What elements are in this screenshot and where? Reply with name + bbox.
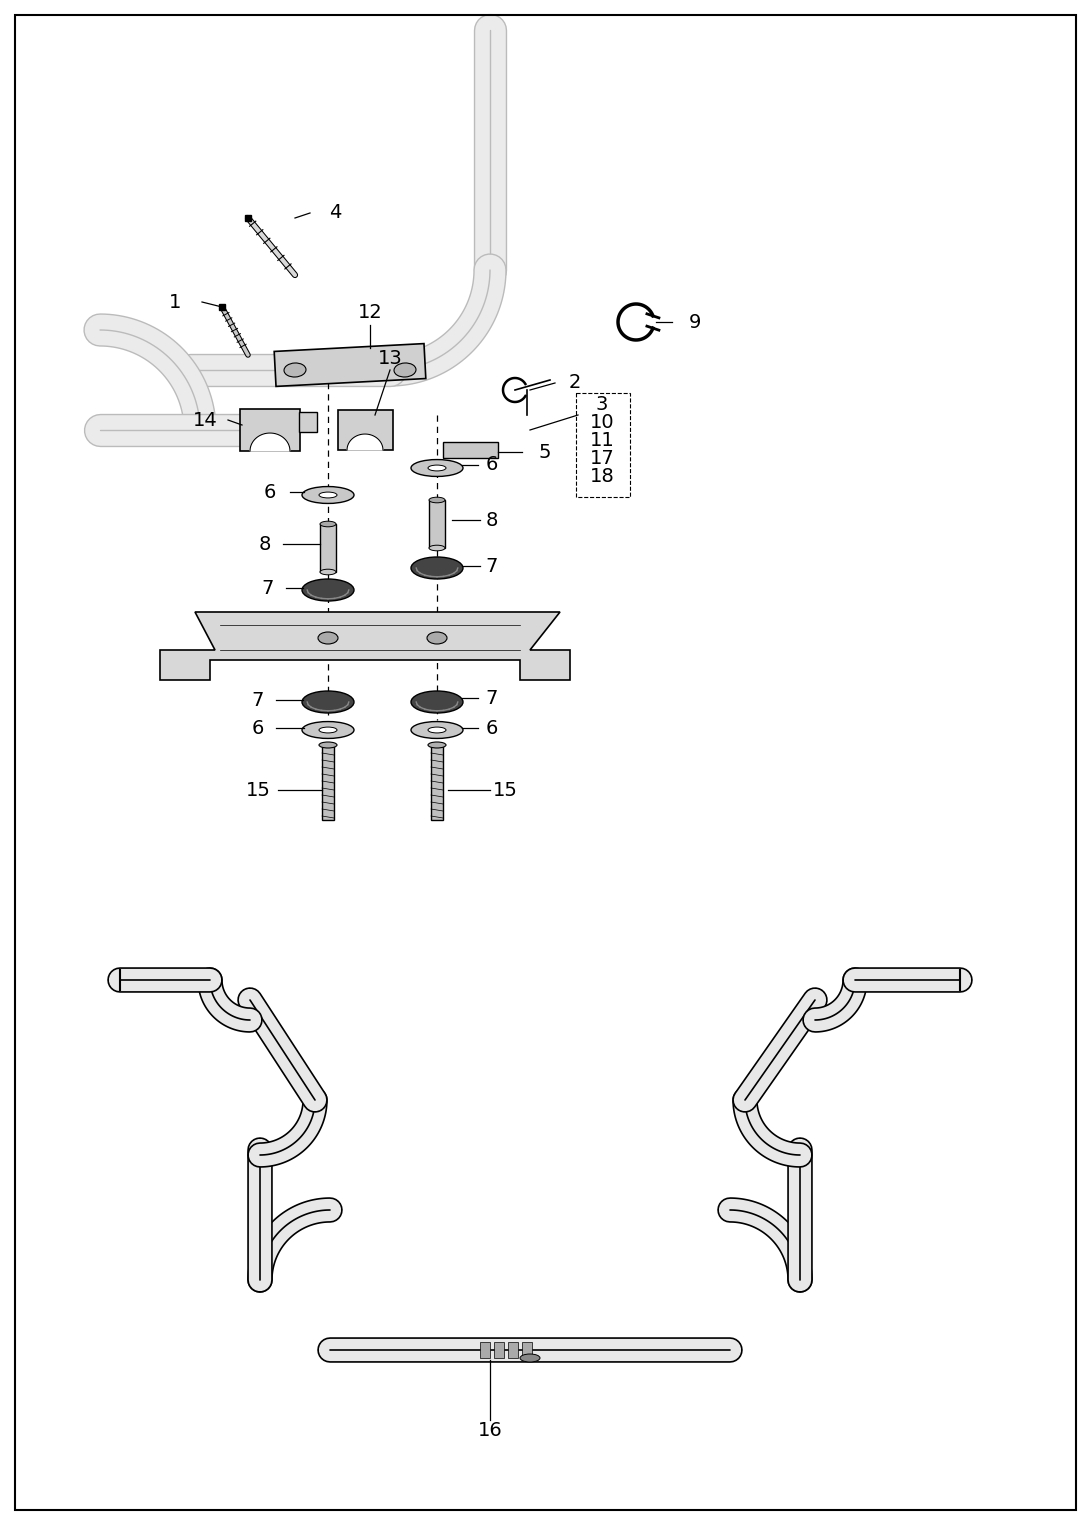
FancyBboxPatch shape	[480, 1342, 490, 1357]
Ellipse shape	[429, 546, 445, 551]
Ellipse shape	[302, 580, 353, 601]
Text: 8: 8	[485, 511, 499, 529]
Text: 2: 2	[568, 374, 582, 392]
Ellipse shape	[428, 727, 446, 734]
Ellipse shape	[319, 493, 337, 499]
Ellipse shape	[302, 486, 353, 503]
Polygon shape	[347, 435, 383, 450]
Ellipse shape	[394, 363, 416, 377]
FancyBboxPatch shape	[508, 1342, 518, 1357]
Text: 10: 10	[590, 413, 614, 433]
Polygon shape	[299, 412, 317, 432]
Ellipse shape	[428, 743, 446, 747]
Polygon shape	[274, 343, 425, 386]
Text: 17: 17	[589, 450, 614, 468]
Text: 7: 7	[485, 688, 499, 708]
Text: 6: 6	[485, 718, 499, 738]
Polygon shape	[337, 410, 393, 450]
Ellipse shape	[411, 557, 463, 580]
FancyBboxPatch shape	[320, 525, 336, 572]
Ellipse shape	[411, 459, 463, 476]
FancyBboxPatch shape	[429, 500, 445, 547]
Polygon shape	[443, 442, 497, 457]
Text: 6: 6	[485, 456, 499, 474]
Text: 18: 18	[589, 468, 614, 486]
Ellipse shape	[302, 721, 353, 738]
Polygon shape	[240, 409, 300, 451]
Polygon shape	[160, 612, 570, 680]
Text: 7: 7	[252, 691, 264, 709]
Text: 7: 7	[262, 578, 274, 598]
Text: 11: 11	[589, 432, 614, 450]
Polygon shape	[250, 433, 290, 451]
Ellipse shape	[302, 691, 353, 714]
Text: 13: 13	[377, 349, 403, 368]
Ellipse shape	[319, 727, 337, 734]
Ellipse shape	[411, 721, 463, 738]
Ellipse shape	[320, 569, 336, 575]
Text: 9: 9	[688, 313, 702, 331]
Text: 16: 16	[478, 1420, 502, 1440]
FancyBboxPatch shape	[494, 1342, 504, 1357]
FancyBboxPatch shape	[431, 746, 443, 820]
Text: 7: 7	[485, 557, 499, 575]
FancyBboxPatch shape	[521, 1342, 532, 1357]
Text: 6: 6	[252, 718, 264, 738]
FancyBboxPatch shape	[322, 746, 334, 820]
Ellipse shape	[317, 631, 338, 644]
Ellipse shape	[428, 465, 446, 471]
Text: 1: 1	[169, 293, 181, 311]
Text: 14: 14	[193, 410, 217, 430]
Ellipse shape	[411, 691, 463, 714]
Text: 15: 15	[492, 781, 517, 799]
Text: 5: 5	[539, 442, 551, 462]
Ellipse shape	[319, 743, 337, 747]
Ellipse shape	[520, 1354, 540, 1362]
Text: 8: 8	[259, 534, 272, 554]
Ellipse shape	[429, 497, 445, 503]
Text: 3: 3	[596, 395, 608, 415]
Text: 6: 6	[264, 482, 276, 502]
Ellipse shape	[427, 631, 447, 644]
Ellipse shape	[284, 363, 305, 377]
Text: 15: 15	[245, 781, 271, 799]
Text: 12: 12	[358, 302, 382, 322]
Ellipse shape	[320, 522, 336, 526]
Text: 4: 4	[328, 203, 341, 223]
